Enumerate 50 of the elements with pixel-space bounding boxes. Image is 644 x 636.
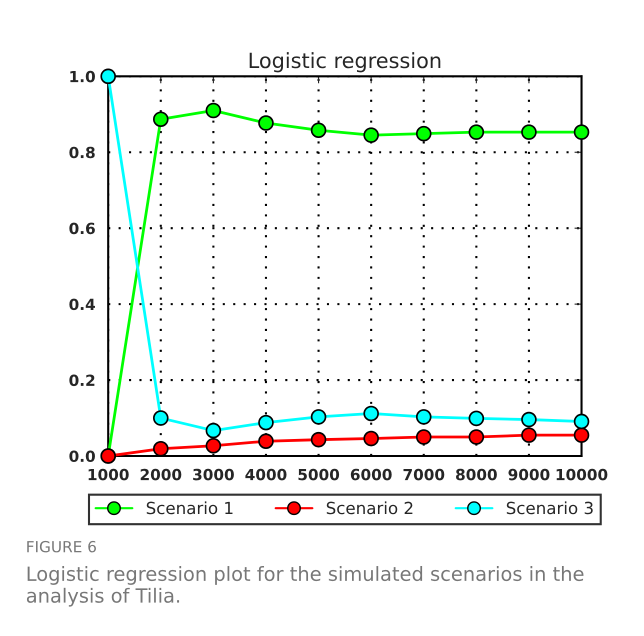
- point: [258, 433, 274, 449]
- point: [206, 422, 222, 438]
- y-tick-label: 0.6: [69, 222, 95, 234]
- point: [206, 438, 222, 454]
- caption: FIGURE 6: [27, 540, 96, 552]
- point: [363, 406, 379, 422]
- point: [416, 409, 432, 425]
- point: [363, 430, 379, 446]
- point: [153, 441, 169, 457]
- chart-title: Logistic regression: [250, 52, 440, 72]
- x-tick-label: 10000: [556, 468, 608, 480]
- legend-label: Scenario 2: [326, 501, 412, 514]
- x-tick-label: 5000: [298, 468, 340, 480]
- point: [468, 124, 484, 140]
- x-tick-label: 3000: [193, 468, 234, 480]
- point: [521, 427, 537, 443]
- point: [310, 409, 326, 425]
- point: [310, 432, 326, 448]
- point: [468, 410, 484, 426]
- point: [521, 412, 537, 428]
- point: [363, 127, 379, 143]
- x-tick-label: 1000: [88, 468, 129, 480]
- legend-label: Scenario 1: [146, 501, 232, 514]
- x-tick-label: 8000: [456, 468, 497, 480]
- point: [310, 122, 326, 138]
- x-tick-label: 9000: [508, 468, 550, 480]
- x-tick-label: 7000: [404, 468, 444, 480]
- y-tick-label: 0.2: [69, 374, 94, 386]
- text: Logistic regression plot for the simulated scenarios in the analysis of Tilia.: [26, 566, 584, 607]
- legend-label: Scenario 3: [506, 501, 593, 514]
- point: [258, 414, 274, 430]
- point: [574, 414, 590, 430]
- point: [416, 429, 432, 445]
- point: [258, 115, 274, 131]
- y-tick-label: 1.0: [70, 70, 95, 82]
- x-tick-label: 6000: [350, 468, 392, 480]
- point: [206, 102, 222, 118]
- point: [521, 124, 537, 140]
- x-tick-label: 2000: [140, 468, 182, 480]
- point: [153, 410, 169, 426]
- point: [100, 68, 116, 84]
- y-tick-label: 0.8: [69, 146, 95, 158]
- point: [153, 111, 169, 128]
- point: [574, 427, 590, 443]
- x-tick-label: 4000: [245, 468, 286, 480]
- point: [574, 124, 590, 140]
- point: [468, 429, 484, 445]
- point: [416, 126, 432, 142]
- y-tick-label: 0.0: [69, 450, 95, 462]
- y-tick-label: 0.4: [69, 298, 95, 310]
